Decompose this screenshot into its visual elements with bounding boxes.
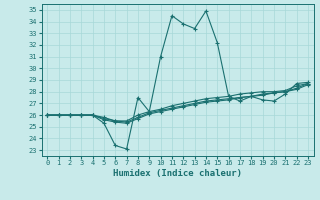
X-axis label: Humidex (Indice chaleur): Humidex (Indice chaleur) [113,169,242,178]
